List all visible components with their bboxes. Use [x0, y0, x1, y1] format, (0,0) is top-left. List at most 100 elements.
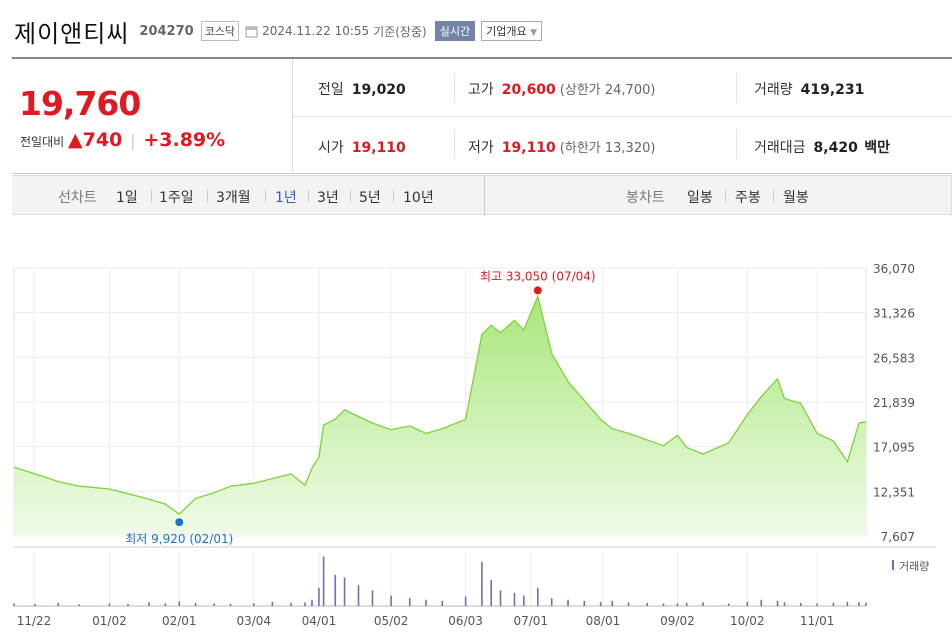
volume-bar	[760, 599, 763, 606]
volume-bar	[343, 577, 346, 606]
volume-value: 419,231	[800, 82, 865, 98]
open-price: 시가 19,110	[318, 137, 406, 157]
volume-bar	[213, 603, 215, 606]
price-line	[13, 294, 867, 516]
day-high-value: 20,600	[501, 82, 556, 98]
trading-amount: 거래대금 8,420 백만	[754, 137, 890, 157]
calendar-icon	[245, 26, 258, 37]
company-overview-button[interactable]: 기업개요 ▼	[481, 21, 542, 41]
up-triangle-icon: ▲	[68, 129, 83, 151]
volume-bar	[108, 603, 111, 606]
volume-bar	[746, 601, 749, 606]
x-tick-label: 10/02	[730, 614, 765, 628]
amount-value: 8,420	[813, 140, 858, 156]
volume-bar	[252, 603, 255, 606]
price-change: 전일대비 ▲740 | +3.89%	[20, 129, 225, 151]
volume-bar	[776, 600, 779, 606]
current-price-box: 19,760 전일대비 ▲740 | +3.89%	[12, 59, 293, 173]
stock-header: 제이앤티씨 204270 코스닥 2024.11.22 10:55 기준(장중)…	[14, 14, 542, 48]
volume-legend-swatch	[892, 560, 894, 570]
volume-bar	[536, 587, 539, 606]
volume-bar	[13, 603, 15, 606]
volume-bar	[513, 593, 516, 606]
divider	[308, 189, 309, 203]
low-marker	[175, 518, 184, 527]
volume-bar	[408, 598, 411, 606]
volume-bar	[271, 601, 274, 606]
volume-bar	[816, 603, 818, 606]
divider	[393, 189, 394, 203]
open-value: 19,110	[351, 140, 406, 156]
y-tick-label: 36,070	[873, 262, 915, 276]
candle-daily[interactable]: 일봉	[687, 190, 713, 206]
day-high-label: 고가	[468, 82, 494, 98]
period-3month[interactable]: 3개월	[216, 190, 251, 206]
volume-bar	[567, 599, 569, 606]
quote-datetime: 2024.11.22 10:55	[262, 24, 370, 38]
company-overview-label: 기업개요	[486, 25, 527, 38]
lower-limit: (하한가 13,320)	[559, 141, 656, 156]
volume-bar	[229, 603, 232, 606]
volume-bar	[846, 601, 849, 606]
x-tick-label: 02/01	[162, 614, 197, 628]
volume-bar	[832, 602, 835, 606]
current-price: 19,760	[19, 84, 141, 123]
day-low: 저가 19,110 (하한가 13,320)	[468, 137, 655, 157]
period-10year[interactable]: 10년	[403, 190, 434, 206]
candle-chart-label: 봉차트	[626, 190, 665, 206]
volume-bar	[318, 587, 320, 606]
volume-bar	[441, 600, 444, 606]
x-tick-label: 07/01	[513, 614, 548, 628]
period-3year[interactable]: 3년	[317, 190, 339, 206]
divider	[207, 189, 208, 203]
stock-code: 204270	[139, 23, 194, 39]
y-tick-label: 7,607	[881, 530, 915, 544]
market-badge: 코스닥	[200, 21, 240, 41]
volume-bar	[800, 602, 802, 606]
quote-basis: 기준(장중)	[373, 24, 427, 39]
volume-bar	[425, 599, 427, 606]
period-1week[interactable]: 1주일	[159, 190, 194, 206]
x-tick-label: 01/02	[92, 614, 127, 628]
volume-bar	[550, 598, 553, 606]
period-5year[interactable]: 5년	[359, 190, 381, 206]
volume-bar	[322, 556, 325, 606]
volume-legend-label: 거래량	[899, 560, 929, 573]
divider	[293, 116, 952, 117]
divider	[454, 73, 455, 103]
volume-bar	[676, 603, 679, 606]
divider	[484, 176, 485, 216]
day-low-label: 저가	[468, 140, 494, 156]
y-tick-label: 26,583	[873, 351, 915, 365]
candle-weekly[interactable]: 주봉	[735, 190, 761, 206]
volume-bar	[481, 561, 483, 606]
realtime-button[interactable]: 실시간	[434, 21, 476, 41]
volume-bar	[783, 602, 786, 606]
volume-bar	[627, 602, 630, 606]
volume-bar	[194, 602, 197, 606]
volume-bar	[178, 601, 181, 606]
divider	[736, 73, 737, 103]
amount-label: 거래대금	[754, 140, 806, 156]
upper-limit: (상한가 24,700)	[559, 83, 656, 98]
stock-name: 제이앤티씨	[14, 19, 130, 48]
volume-bar	[662, 603, 665, 606]
volume: 거래량 419,231	[754, 79, 864, 99]
low-label: 최저 9,920 (02/01)	[125, 532, 233, 546]
period-1day[interactable]: 1일	[116, 190, 138, 206]
chart-controls: 선차트 1일 1주일 3개월 1년 3년 5년 10년 봉차트 일봉 주봉 월봉	[12, 175, 952, 216]
day-low-value: 19,110	[501, 140, 556, 156]
volume-bar	[490, 580, 493, 606]
volume-bar	[34, 603, 36, 606]
x-tick-label: 03/04	[236, 614, 271, 628]
chevron-down-icon: ▼	[530, 28, 537, 38]
x-tick-label: 11/22	[17, 614, 52, 628]
candle-monthly[interactable]: 월봉	[783, 190, 809, 206]
high-marker	[533, 286, 542, 295]
volume-bar	[334, 574, 337, 606]
price-area	[14, 296, 866, 536]
volume-bar	[304, 602, 306, 606]
period-1year[interactable]: 1년	[275, 190, 297, 206]
divider	[725, 189, 726, 203]
